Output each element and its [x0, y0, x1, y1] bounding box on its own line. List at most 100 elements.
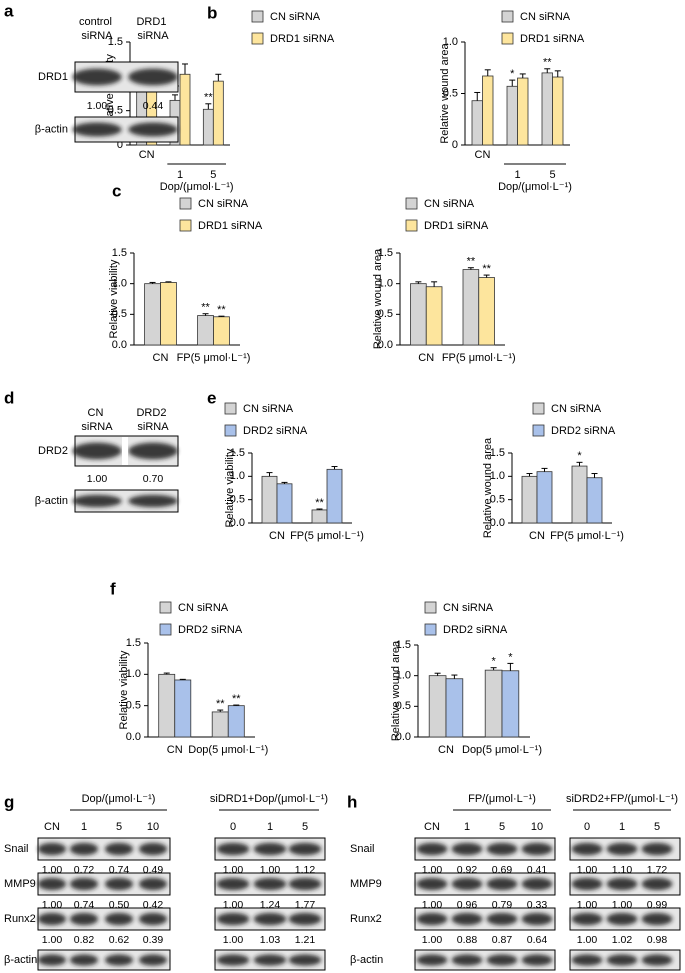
bar: [521, 475, 538, 524]
blot-band: [72, 442, 122, 460]
blot-band: [486, 842, 518, 856]
legend-swatch: [251, 10, 264, 23]
band-intensity: 1.00: [42, 934, 63, 946]
lane-label: CN siRNA: [81, 407, 113, 433]
x-tick-label: FP(5 μmol·L⁻¹): [550, 530, 624, 542]
blot-band: [37, 912, 67, 926]
error-bar: [591, 473, 598, 478]
error-bar: [266, 472, 273, 477]
blot-band: [486, 912, 518, 926]
band-intensity: 1.21: [295, 934, 316, 946]
row-label: β-actin: [35, 495, 68, 507]
band-intensity: 1.00: [577, 934, 598, 946]
error-bar: [163, 672, 170, 675]
error-bar: [507, 662, 514, 671]
legend-label: DRD2 siRNA: [551, 425, 616, 437]
x-tick-label: CN: [167, 744, 183, 756]
y-tick-label: 1.5: [490, 447, 505, 459]
blot-band: [128, 494, 178, 508]
band-intensity: 1.03: [260, 934, 281, 946]
significance-label: **: [217, 304, 226, 316]
error-bar: [554, 70, 561, 78]
y-tick-label: 0.0: [378, 339, 393, 351]
blot-band: [416, 954, 448, 966]
legend-swatch: [405, 197, 418, 210]
error-bar: [434, 672, 441, 676]
bar: [158, 673, 176, 738]
significance-label: **: [204, 92, 213, 104]
y-tick-label: 0.0: [396, 731, 411, 743]
legend-label: CN siRNA: [198, 198, 249, 210]
blot-band: [253, 954, 287, 966]
y-tick-label: 0.0: [490, 517, 505, 529]
bar: [311, 509, 328, 524]
error-bar: [541, 467, 548, 472]
y-tick-label: 1.0: [112, 278, 127, 290]
bar: [410, 283, 427, 346]
blot-band: [253, 842, 287, 856]
blot-band: [138, 842, 168, 856]
legend-swatch: [501, 32, 514, 45]
y-axis-title: Relative wound area: [439, 42, 451, 143]
lane-label: 5: [499, 821, 505, 833]
error-bar: [431, 281, 438, 287]
blot-band: [571, 912, 603, 926]
blot-band: [288, 912, 322, 926]
y-tick-label: 0.5: [396, 700, 411, 712]
legend-swatch: [405, 219, 418, 232]
lane-label: 10: [531, 821, 543, 833]
x-tick-label: 5: [210, 169, 216, 181]
lane-label: 10: [147, 821, 159, 833]
error-bar: [316, 508, 323, 510]
group-title: FP/(μmol·L⁻¹): [468, 793, 536, 805]
blot-band: [216, 842, 250, 856]
blot-band: [521, 842, 553, 856]
row-label: Runx2: [4, 913, 36, 925]
row-label: DRD1: [38, 71, 68, 83]
error-bar: [484, 69, 491, 76]
bar: [484, 669, 503, 738]
y-tick-label: 0.5: [112, 308, 127, 320]
error-bar: [172, 94, 178, 101]
x-tick-label: FP(5 μmol·L⁻¹): [442, 352, 516, 364]
blot-band: [641, 912, 673, 926]
lane-label: 1: [619, 821, 625, 833]
y-tick-label: 1.0: [443, 36, 458, 48]
y-tick-label: 0.5: [378, 308, 393, 320]
blot-band: [521, 912, 553, 926]
blot-band: [69, 954, 99, 966]
band-intensity: 0.82: [74, 934, 95, 946]
error-bar: [205, 103, 212, 110]
y-tick-label: 0.0: [230, 517, 245, 529]
blot-band: [138, 877, 168, 891]
x-tick-label: FP(5 μmol·L⁻¹): [290, 530, 364, 542]
legend-swatch: [159, 601, 172, 614]
row-label: Runx2: [350, 913, 382, 925]
bar: [462, 269, 480, 346]
band-intensity: 0.62: [109, 934, 130, 946]
legend-label: DRD1 siRNA: [198, 220, 263, 232]
blot-band: [571, 954, 603, 966]
blot-band: [416, 912, 448, 926]
error-bar: [331, 466, 338, 470]
legend-swatch: [532, 424, 545, 437]
bar: [552, 76, 564, 146]
error-bar: [519, 73, 526, 79]
blot-band: [138, 954, 168, 966]
lane-label: CN: [424, 821, 440, 833]
blot-band: [571, 842, 603, 856]
legend-label: DRD2 siRNA: [443, 624, 508, 636]
panel-label: a: [4, 1, 14, 20]
blot-band: [641, 954, 673, 966]
error-bar: [544, 68, 551, 73]
lane-label: 1: [81, 821, 87, 833]
y-tick-label: 1.0: [230, 470, 245, 482]
blot-band: [128, 68, 178, 86]
blot-band: [606, 954, 638, 966]
x-tick-label: CN: [269, 530, 285, 542]
x-tick-label: 5: [549, 169, 555, 181]
error-bar: [202, 313, 209, 316]
blot-band: [288, 954, 322, 966]
significance-label: **: [543, 57, 552, 69]
legend-label: CN siRNA: [270, 11, 321, 23]
